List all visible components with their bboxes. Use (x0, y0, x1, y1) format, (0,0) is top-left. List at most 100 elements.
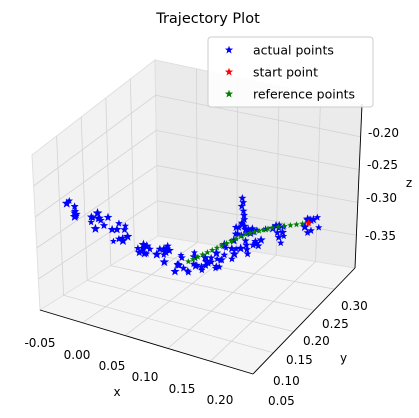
actual-point (70, 202, 79, 210)
y-axis-line (252, 267, 356, 375)
actual-point (189, 260, 198, 268)
actual-point (215, 263, 224, 271)
actual-point (145, 244, 154, 253)
gridline (110, 265, 315, 311)
actual-point (191, 261, 201, 270)
z-tick-label: -0.25 (367, 158, 398, 172)
x-tick-label: 0.10 (132, 370, 159, 384)
gridline (33, 94, 361, 187)
actual-point (271, 221, 281, 230)
actual-point (177, 251, 185, 259)
actual-point (90, 223, 101, 233)
y-tick-label: 0.05 (268, 394, 295, 408)
x-tick-labels: -0.05 0.00 0.05 0.10 0.15 0.20 (24, 336, 233, 407)
y-tick-label: 0.15 (286, 353, 313, 367)
reference-point (209, 246, 216, 253)
legend-marker (224, 67, 234, 76)
actual-point (174, 261, 182, 269)
actual-point (273, 228, 282, 237)
x-tick-label: -0.05 (24, 336, 55, 350)
actual-point (115, 219, 123, 227)
actual-point (213, 255, 221, 263)
actual-point (303, 228, 312, 236)
actual-point (244, 224, 253, 233)
reference-point (223, 239, 230, 247)
reference-point (213, 244, 221, 251)
actual-point (112, 224, 122, 234)
gridlines (33, 68, 361, 362)
actual-point (184, 266, 192, 274)
y-tick-labels: 0.05 0.10 0.15 0.20 0.25 0.30 (268, 299, 368, 408)
reference-point (237, 233, 245, 240)
actual-point (278, 227, 288, 237)
actual-point (240, 211, 249, 219)
y-tick-label: 0.20 (303, 334, 330, 348)
actual-point (61, 198, 72, 208)
actual-point (237, 202, 246, 210)
actual-point (239, 198, 248, 206)
actual-point (242, 228, 251, 237)
gridline (34, 129, 360, 218)
z-tick-label: -0.35 (365, 229, 396, 243)
y-tick-label: 0.10 (273, 374, 300, 388)
actual-point (277, 239, 285, 247)
actual-point (109, 237, 117, 245)
legend-label: actual points (253, 43, 334, 58)
actual-point (299, 221, 310, 232)
reference-point (199, 251, 206, 258)
reference-point (189, 255, 197, 263)
actual-point (221, 242, 229, 250)
reference-point (293, 221, 300, 228)
gridline (196, 68, 198, 243)
actual-point (274, 233, 283, 242)
actual-point (202, 256, 212, 266)
actual-point (303, 214, 313, 224)
actual-point (122, 231, 133, 241)
legend-marker (224, 45, 234, 54)
reference-point (275, 223, 282, 230)
actual-point (151, 249, 162, 259)
axis-edges (39, 103, 363, 375)
reference-point (281, 222, 288, 229)
actual-point (120, 225, 129, 234)
gridline (63, 294, 274, 354)
start-point-marker (304, 218, 313, 227)
actual-point (141, 241, 152, 251)
actual-point (198, 266, 206, 274)
actual-point (280, 232, 288, 240)
chart-title: Trajectory Plot (155, 11, 260, 27)
actual-point (139, 248, 150, 258)
actual-point (207, 253, 215, 262)
actual-point (96, 216, 105, 224)
y-tick-label: 0.25 (322, 317, 349, 331)
gridline (82, 242, 198, 324)
actual-point (211, 248, 222, 258)
actual-point (232, 245, 240, 253)
reference-point (269, 224, 276, 231)
actual-point (207, 258, 216, 266)
axes-panes (31, 58, 363, 375)
actual-point (139, 244, 147, 252)
actual-point (179, 263, 188, 272)
x-axis-line (39, 309, 254, 375)
actual-point (240, 221, 249, 230)
actual-point (189, 251, 200, 262)
gridline (315, 95, 321, 262)
actual-point (242, 241, 251, 249)
actual-point (235, 243, 246, 253)
actual-point (118, 235, 128, 246)
x-tick-label: 0.05 (99, 359, 126, 373)
actual-point (200, 252, 210, 262)
x-tick-label: 0.00 (64, 348, 91, 362)
data-marks (61, 193, 323, 276)
reference-point (204, 249, 211, 256)
actual-point (121, 222, 129, 230)
actual-point (70, 211, 80, 221)
y-axis-label: y (340, 351, 347, 365)
actual-point (92, 208, 103, 218)
reference-point (255, 227, 263, 234)
legend-box (207, 36, 374, 108)
legend-marker (224, 89, 234, 98)
reference-point (251, 228, 258, 235)
